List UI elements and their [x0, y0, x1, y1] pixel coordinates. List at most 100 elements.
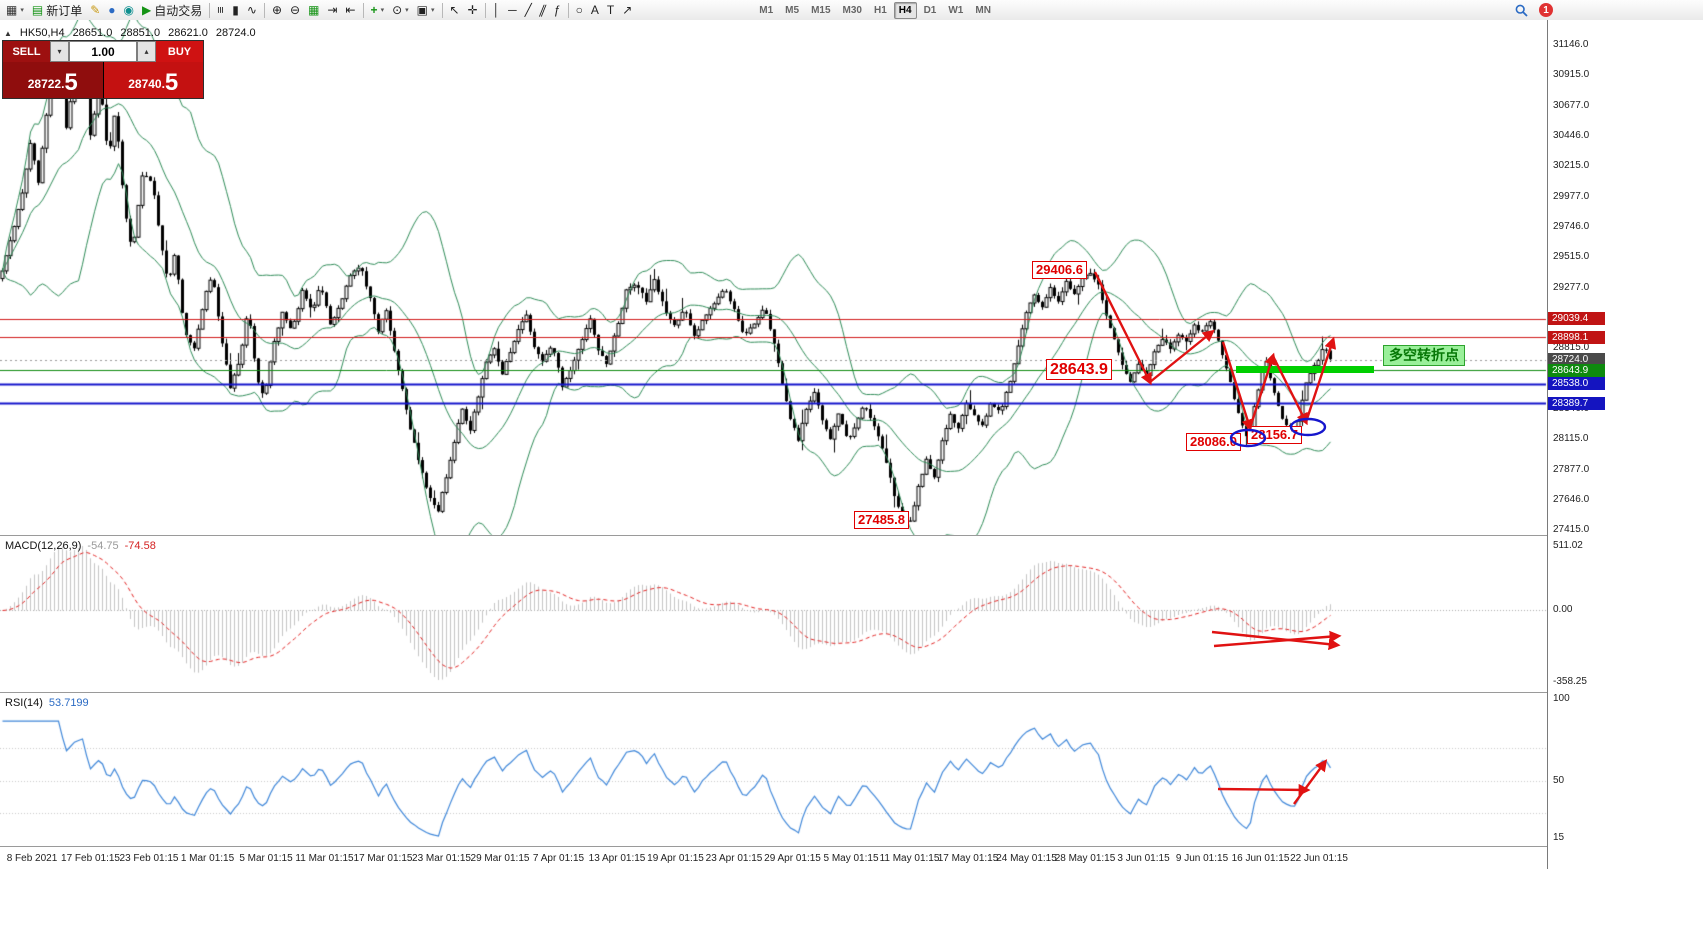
chevron-down-icon: ▾ — [405, 7, 409, 14]
macd-pane-canvas[interactable] — [0, 536, 1547, 692]
volume-input[interactable] — [69, 41, 137, 62]
timeframe-m15[interactable]: M15 — [811, 4, 831, 16]
text-icon: A — [590, 3, 599, 17]
templates-button[interactable]: ▣ ▾ — [413, 0, 439, 20]
price-axis[interactable]: 31146.0 30915.0 30677.0 30446.0 30215.0 29977… — [1547, 20, 1703, 869]
trendline-icon: ╱ — [524, 3, 532, 17]
autotrading-label: 自动交易 — [154, 3, 203, 18]
timeframe-toolbar: M1 M5 M15 M30 H1 H4 D1 W1 MN — [754, 1, 996, 19]
crosshair-icon: ✛ — [467, 3, 478, 17]
price-axis-label: 28115.0 — [1553, 432, 1589, 444]
bars-chart-button[interactable]: ≡ — [213, 0, 228, 20]
vertical-line-icon: │ — [492, 3, 501, 17]
buy-price-button[interactable]: 28740. 5 — [103, 62, 203, 98]
time-axis-label: 5 May 01:15 — [823, 853, 879, 864]
panel-toggle-icon[interactable]: ▲ — [4, 28, 12, 38]
chart-ohlc-header: ▲ HK50,H4 28651.0 28851.0 28621.0 28724.… — [4, 27, 256, 39]
timeframe-h1[interactable]: H1 — [873, 4, 887, 16]
new-order-button[interactable]: ▤ 新订单 — [28, 0, 86, 20]
pane-separator[interactable] — [0, 846, 1703, 847]
search-button[interactable] — [1511, 0, 1532, 20]
auto-scroll-icon: ⇥ — [327, 3, 338, 17]
chart-window[interactable]: ▲ HK50,H4 28651.0 28851.0 28621.0 28724.… — [0, 20, 1703, 942]
crosshair-button[interactable]: ✛ — [464, 0, 482, 20]
rsi-name: RSI(14) — [5, 697, 43, 709]
pane-separator[interactable] — [0, 692, 1703, 693]
candlestick-chart-button[interactable]: ▮ — [228, 0, 243, 20]
indicators-button[interactable]: + ▾ — [367, 0, 389, 20]
vertical-line-button[interactable]: │ — [489, 0, 505, 20]
main-toolbar: ▦ ▾ ▤ 新订单 ✎ ● ◉ ▶ 自动交易 ≡ ▮ ∿ ⊕ ⊖ ▦ ⇥ ⇤ +… — [0, 0, 1703, 21]
price-axis-label: 27415.0 — [1553, 523, 1590, 535]
timeframe-mn[interactable]: MN — [975, 4, 991, 16]
time-axis-label: 16 Jun 01:15 — [1231, 853, 1290, 864]
macd-axis-label: 0.00 — [1553, 604, 1573, 616]
price-axis-label: 30915.0 — [1553, 69, 1590, 81]
rsi-pane-canvas[interactable] — [0, 693, 1547, 846]
timeframe-d1[interactable]: D1 — [923, 4, 937, 16]
periods-button[interactable]: ⊙ ▾ — [388, 0, 413, 20]
time-axis[interactable]: 8 Feb 2021 17 Feb 01:15 23 Feb 01:15 1 Mar … — [0, 846, 1547, 869]
text-button[interactable]: A — [587, 0, 603, 20]
line-chart-button[interactable]: ∿ — [243, 0, 261, 20]
timeframe-m1[interactable]: M1 — [759, 4, 774, 16]
time-axis-label: 17 Feb 01:15 — [61, 853, 120, 864]
main-chart-canvas[interactable] — [0, 20, 1547, 535]
horizontal-line-icon: ─ — [508, 3, 517, 17]
price-tag: 28389.7 — [1548, 396, 1605, 410]
chart-shift-button[interactable]: ⇤ — [341, 0, 359, 20]
price-tag: 28898.1 — [1548, 330, 1605, 344]
time-axis-label: 13 Apr 01:15 — [588, 853, 646, 864]
autotrading-button[interactable]: ▶ 自动交易 — [138, 0, 206, 20]
time-axis-label: 29 Mar 01:15 — [470, 853, 530, 864]
buy-button[interactable]: BUY — [156, 41, 203, 62]
zoom-in-icon: ⊕ — [271, 3, 283, 17]
new-chart-icon: ▦ — [6, 3, 18, 17]
chevron-down-icon: ▾ — [431, 7, 435, 14]
volume-down-button[interactable]: ▾ — [50, 41, 69, 62]
cursor-button[interactable]: ↖ — [446, 0, 464, 20]
toolbar-separator — [362, 2, 364, 18]
periods-clock-icon: ⊙ — [392, 3, 403, 17]
price-axis-label: 30446.0 — [1553, 130, 1590, 142]
timeframe-h4[interactable]: H4 — [893, 1, 917, 19]
trendline-button[interactable]: ╱ — [521, 0, 536, 20]
rsi-axis-label: 50 — [1553, 774, 1565, 786]
zoom-out-button[interactable]: ⊖ — [286, 0, 304, 20]
price-axis-label: 29977.0 — [1553, 191, 1590, 203]
auto-scroll-button[interactable]: ⇥ — [323, 0, 341, 20]
sell-price-pip: 5 — [64, 69, 78, 96]
timeframe-m5[interactable]: M5 — [785, 4, 800, 16]
timeframe-m30[interactable]: M30 — [842, 4, 862, 16]
macd-value-main: -54.75 — [87, 540, 119, 552]
arrows-button[interactable]: ↗ — [618, 0, 636, 20]
time-axis-label: 5 Mar 01:15 — [239, 853, 293, 864]
community-button[interactable]: ● — [104, 0, 119, 20]
text-label-button[interactable]: T — [603, 0, 618, 20]
pane-separator[interactable] — [0, 535, 1703, 536]
timeframe-w1[interactable]: W1 — [948, 4, 964, 16]
fibonacci-button[interactable]: ƒ — [550, 0, 565, 20]
price-tag: 28538.0 — [1548, 377, 1605, 391]
notifications-badge[interactable]: 1 — [1539, 3, 1553, 17]
new-chart-button[interactable]: ▦ ▾ — [2, 0, 28, 20]
mql5-icon: ◉ — [123, 3, 135, 17]
sell-price-button[interactable]: 28722. 5 — [3, 62, 104, 98]
rsi-label: RSI(14) 53.7199 — [5, 697, 89, 709]
macd-name: MACD(12,26,9) — [5, 540, 82, 552]
metaeditor-button[interactable]: ✎ — [86, 0, 104, 20]
fibonacci-icon: ƒ — [553, 3, 561, 17]
buy-price-main: 28740. — [128, 77, 165, 91]
mql5-button[interactable]: ◉ — [120, 0, 138, 20]
new-order-label: 新订单 — [46, 3, 83, 18]
horizontal-line-button[interactable]: ─ — [504, 0, 521, 20]
time-axis-label: 1 Mar 01:15 — [180, 853, 235, 864]
time-axis-label: 7 Apr 01:15 — [532, 853, 585, 864]
time-axis-label: 22 Jun 01:15 — [1290, 853, 1348, 864]
volume-up-button[interactable]: ▴ — [137, 41, 156, 62]
ellipse-button[interactable]: ○ — [572, 0, 587, 20]
tile-windows-button[interactable]: ▦ — [304, 0, 323, 20]
sell-button[interactable]: SELL — [3, 41, 50, 62]
channel-button[interactable]: ∥ — [536, 0, 550, 20]
zoom-in-button[interactable]: ⊕ — [268, 0, 286, 20]
